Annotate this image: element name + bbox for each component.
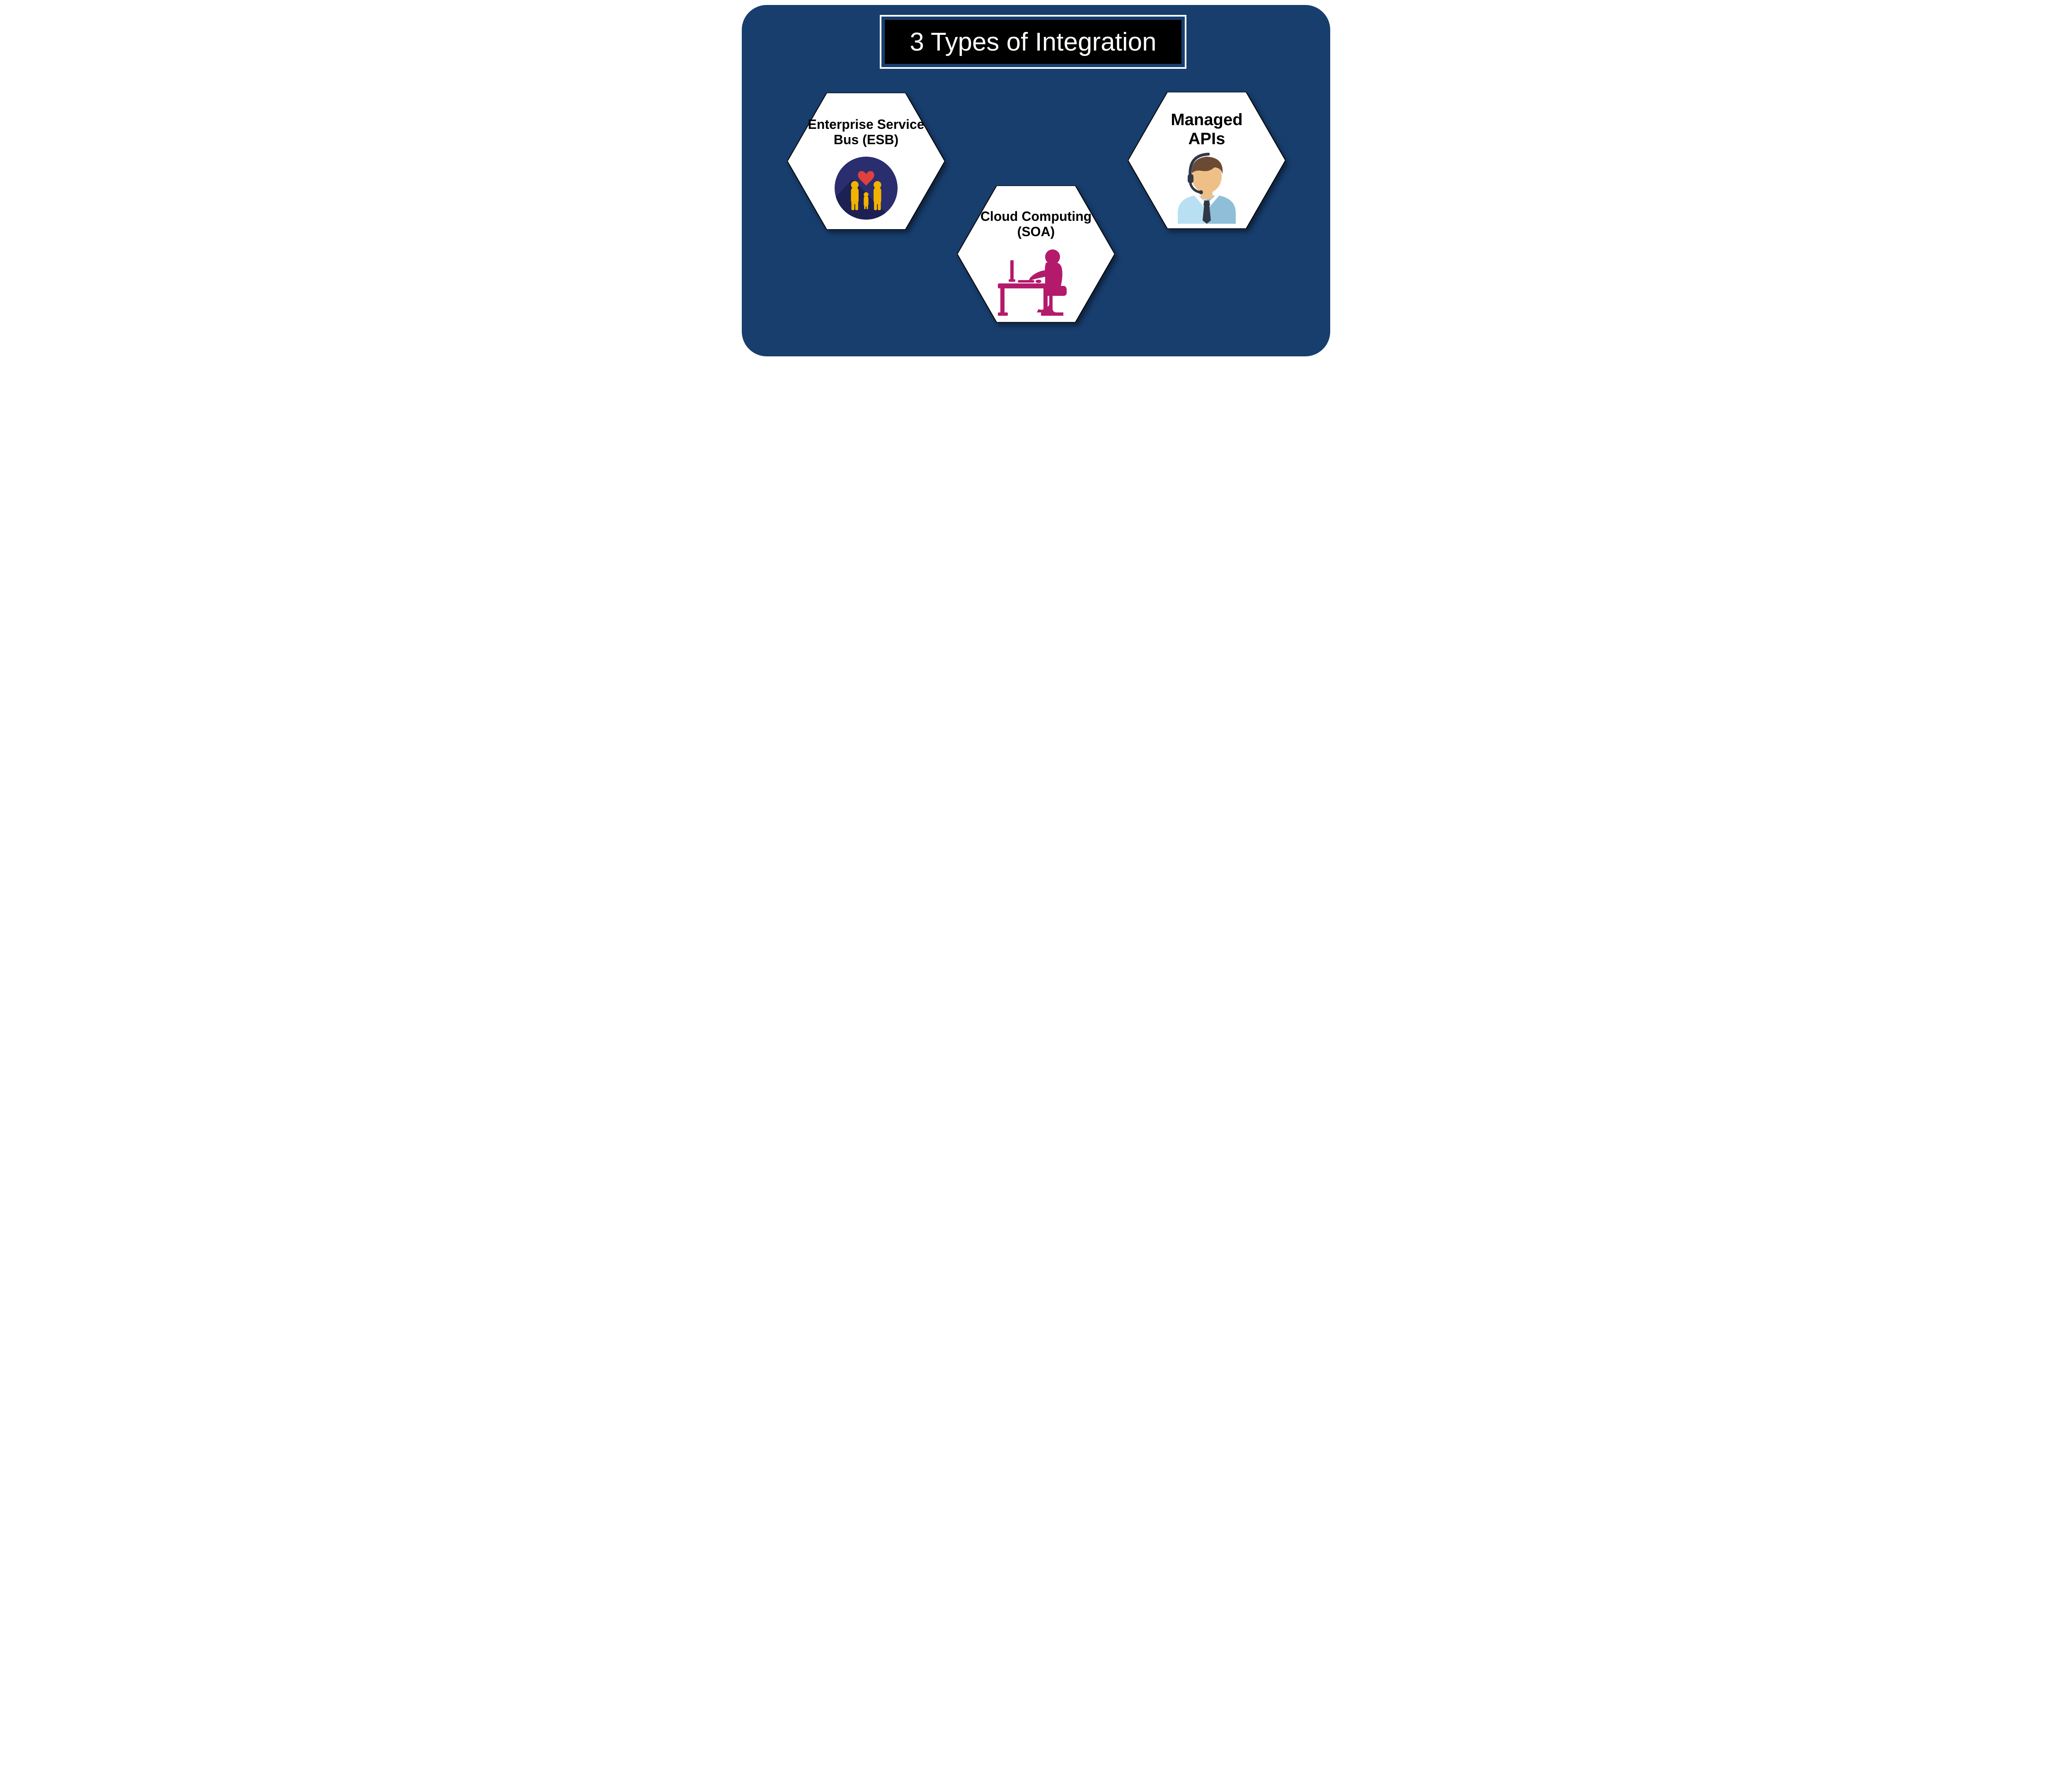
hexagon-esb-label-line2: Bus (ESB) — [834, 132, 898, 147]
hexagon-api-label: Managed APIs — [1128, 110, 1285, 148]
hexagon-api-label-line2: APIs — [1188, 130, 1225, 148]
desk-person-icon — [990, 246, 1082, 317]
hexagon-soa: Cloud Computing (SOA) — [957, 186, 1115, 322]
hexagon-api-label-line1: Managed — [1171, 111, 1242, 129]
support-agent-icon — [1169, 151, 1244, 224]
hexagon-esb: Enterprise Service Bus (ESB) — [787, 93, 945, 230]
hexagon-esb-label: Enterprise Service Bus (ESB) — [787, 117, 945, 148]
title-box: 3 Types of Integration — [880, 15, 1186, 69]
hexagon-esb-label-line1: Enterprise Service — [808, 117, 924, 132]
hexagon-soa-label-line1: Cloud Computing — [980, 209, 1092, 224]
infographic-stage: 3 Types of Integration Enterprise Servic… — [733, 2, 1339, 365]
hexagon-api: Managed APIs — [1128, 92, 1285, 229]
hexagon-soa-label: Cloud Computing (SOA) — [957, 209, 1115, 239]
family-icon — [834, 156, 898, 220]
title-text: 3 Types of Integration — [885, 20, 1181, 64]
hexagon-soa-label-line2: (SOA) — [1017, 224, 1055, 239]
